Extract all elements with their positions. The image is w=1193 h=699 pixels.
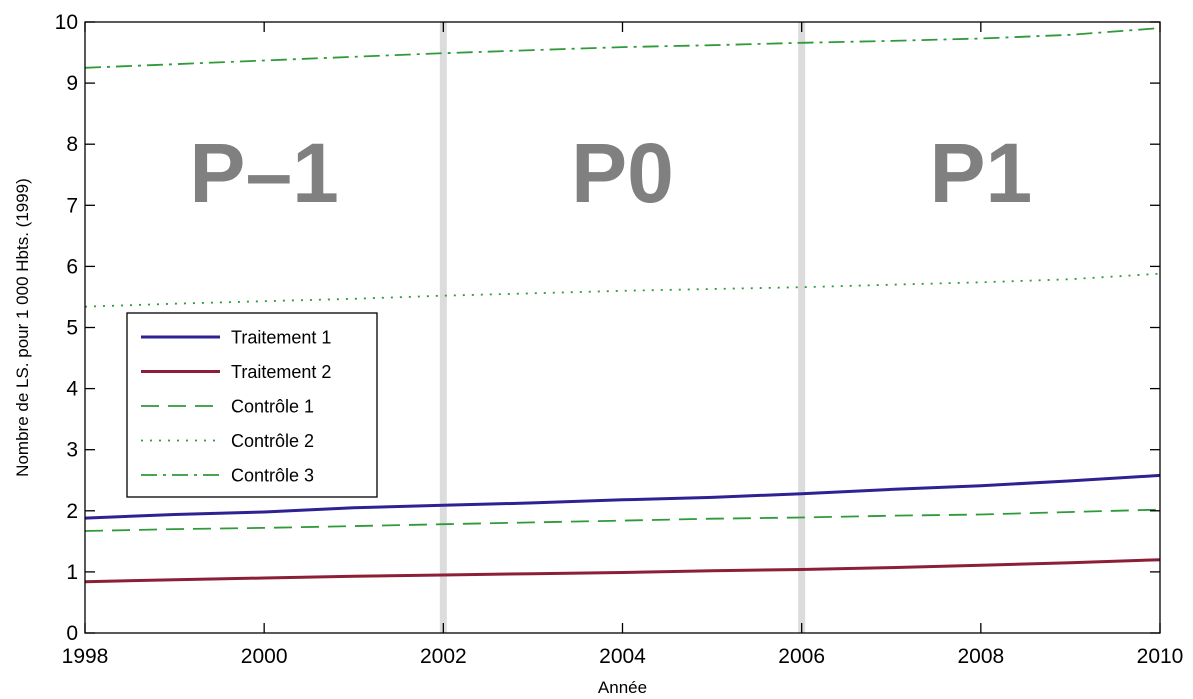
y-tick-label: 0 bbox=[66, 622, 78, 645]
y-axis-title: Nombre de LS. pour 1 000 Hbts. (1999) bbox=[13, 178, 32, 477]
period-label: P1 bbox=[929, 126, 1032, 220]
y-axis-ticks: 0 1 2 3 4 5 6 7 8 9 10 bbox=[55, 11, 1160, 645]
x-tick-label: 2004 bbox=[599, 645, 646, 668]
y-tick-label: 10 bbox=[55, 11, 78, 34]
series-line bbox=[84, 508, 1161, 532]
x-tick-label: 1998 bbox=[62, 645, 109, 668]
x-tick-label: 2008 bbox=[957, 645, 1004, 668]
x-tick-label: 2006 bbox=[778, 645, 825, 668]
series-line bbox=[84, 558, 1161, 584]
legend-label: Traitement 1 bbox=[231, 328, 331, 348]
y-tick-label: 4 bbox=[66, 378, 78, 401]
period-dividers bbox=[439, 22, 806, 633]
series-line bbox=[84, 27, 1161, 69]
series-lines bbox=[84, 27, 1161, 584]
x-axis-ticks: 1998 2000 2002 2004 2006 2008 2010 bbox=[62, 22, 1184, 668]
y-tick-label: 5 bbox=[66, 317, 78, 340]
x-tick-label: 2000 bbox=[241, 645, 288, 668]
period-labels: P–1 P0 P1 bbox=[189, 126, 1032, 220]
x-axis-title: Année bbox=[598, 678, 647, 697]
legend: Traitement 1 Traitement 2 Contrôle 1 Contrô… bbox=[126, 312, 378, 498]
y-tick-label: 9 bbox=[66, 72, 78, 95]
series-line bbox=[84, 473, 1161, 520]
legend-label: Traitement 2 bbox=[231, 362, 331, 382]
x-tick-label: 2002 bbox=[420, 645, 467, 668]
y-tick-label: 6 bbox=[66, 255, 78, 278]
legend-box bbox=[126, 312, 378, 498]
legend-label: Contrôle 2 bbox=[231, 431, 314, 451]
y-tick-label: 1 bbox=[66, 561, 78, 584]
y-tick-label: 8 bbox=[66, 133, 78, 156]
legend-label: Contrôle 3 bbox=[231, 466, 314, 486]
y-tick-label: 2 bbox=[66, 500, 78, 523]
y-tick-label: 7 bbox=[66, 194, 78, 217]
period-label: P0 bbox=[571, 126, 674, 220]
x-tick-label: 2010 bbox=[1137, 645, 1184, 668]
y-tick-label: 3 bbox=[66, 439, 78, 462]
period-label: P–1 bbox=[189, 126, 338, 220]
legend-label: Contrôle 1 bbox=[231, 397, 314, 417]
